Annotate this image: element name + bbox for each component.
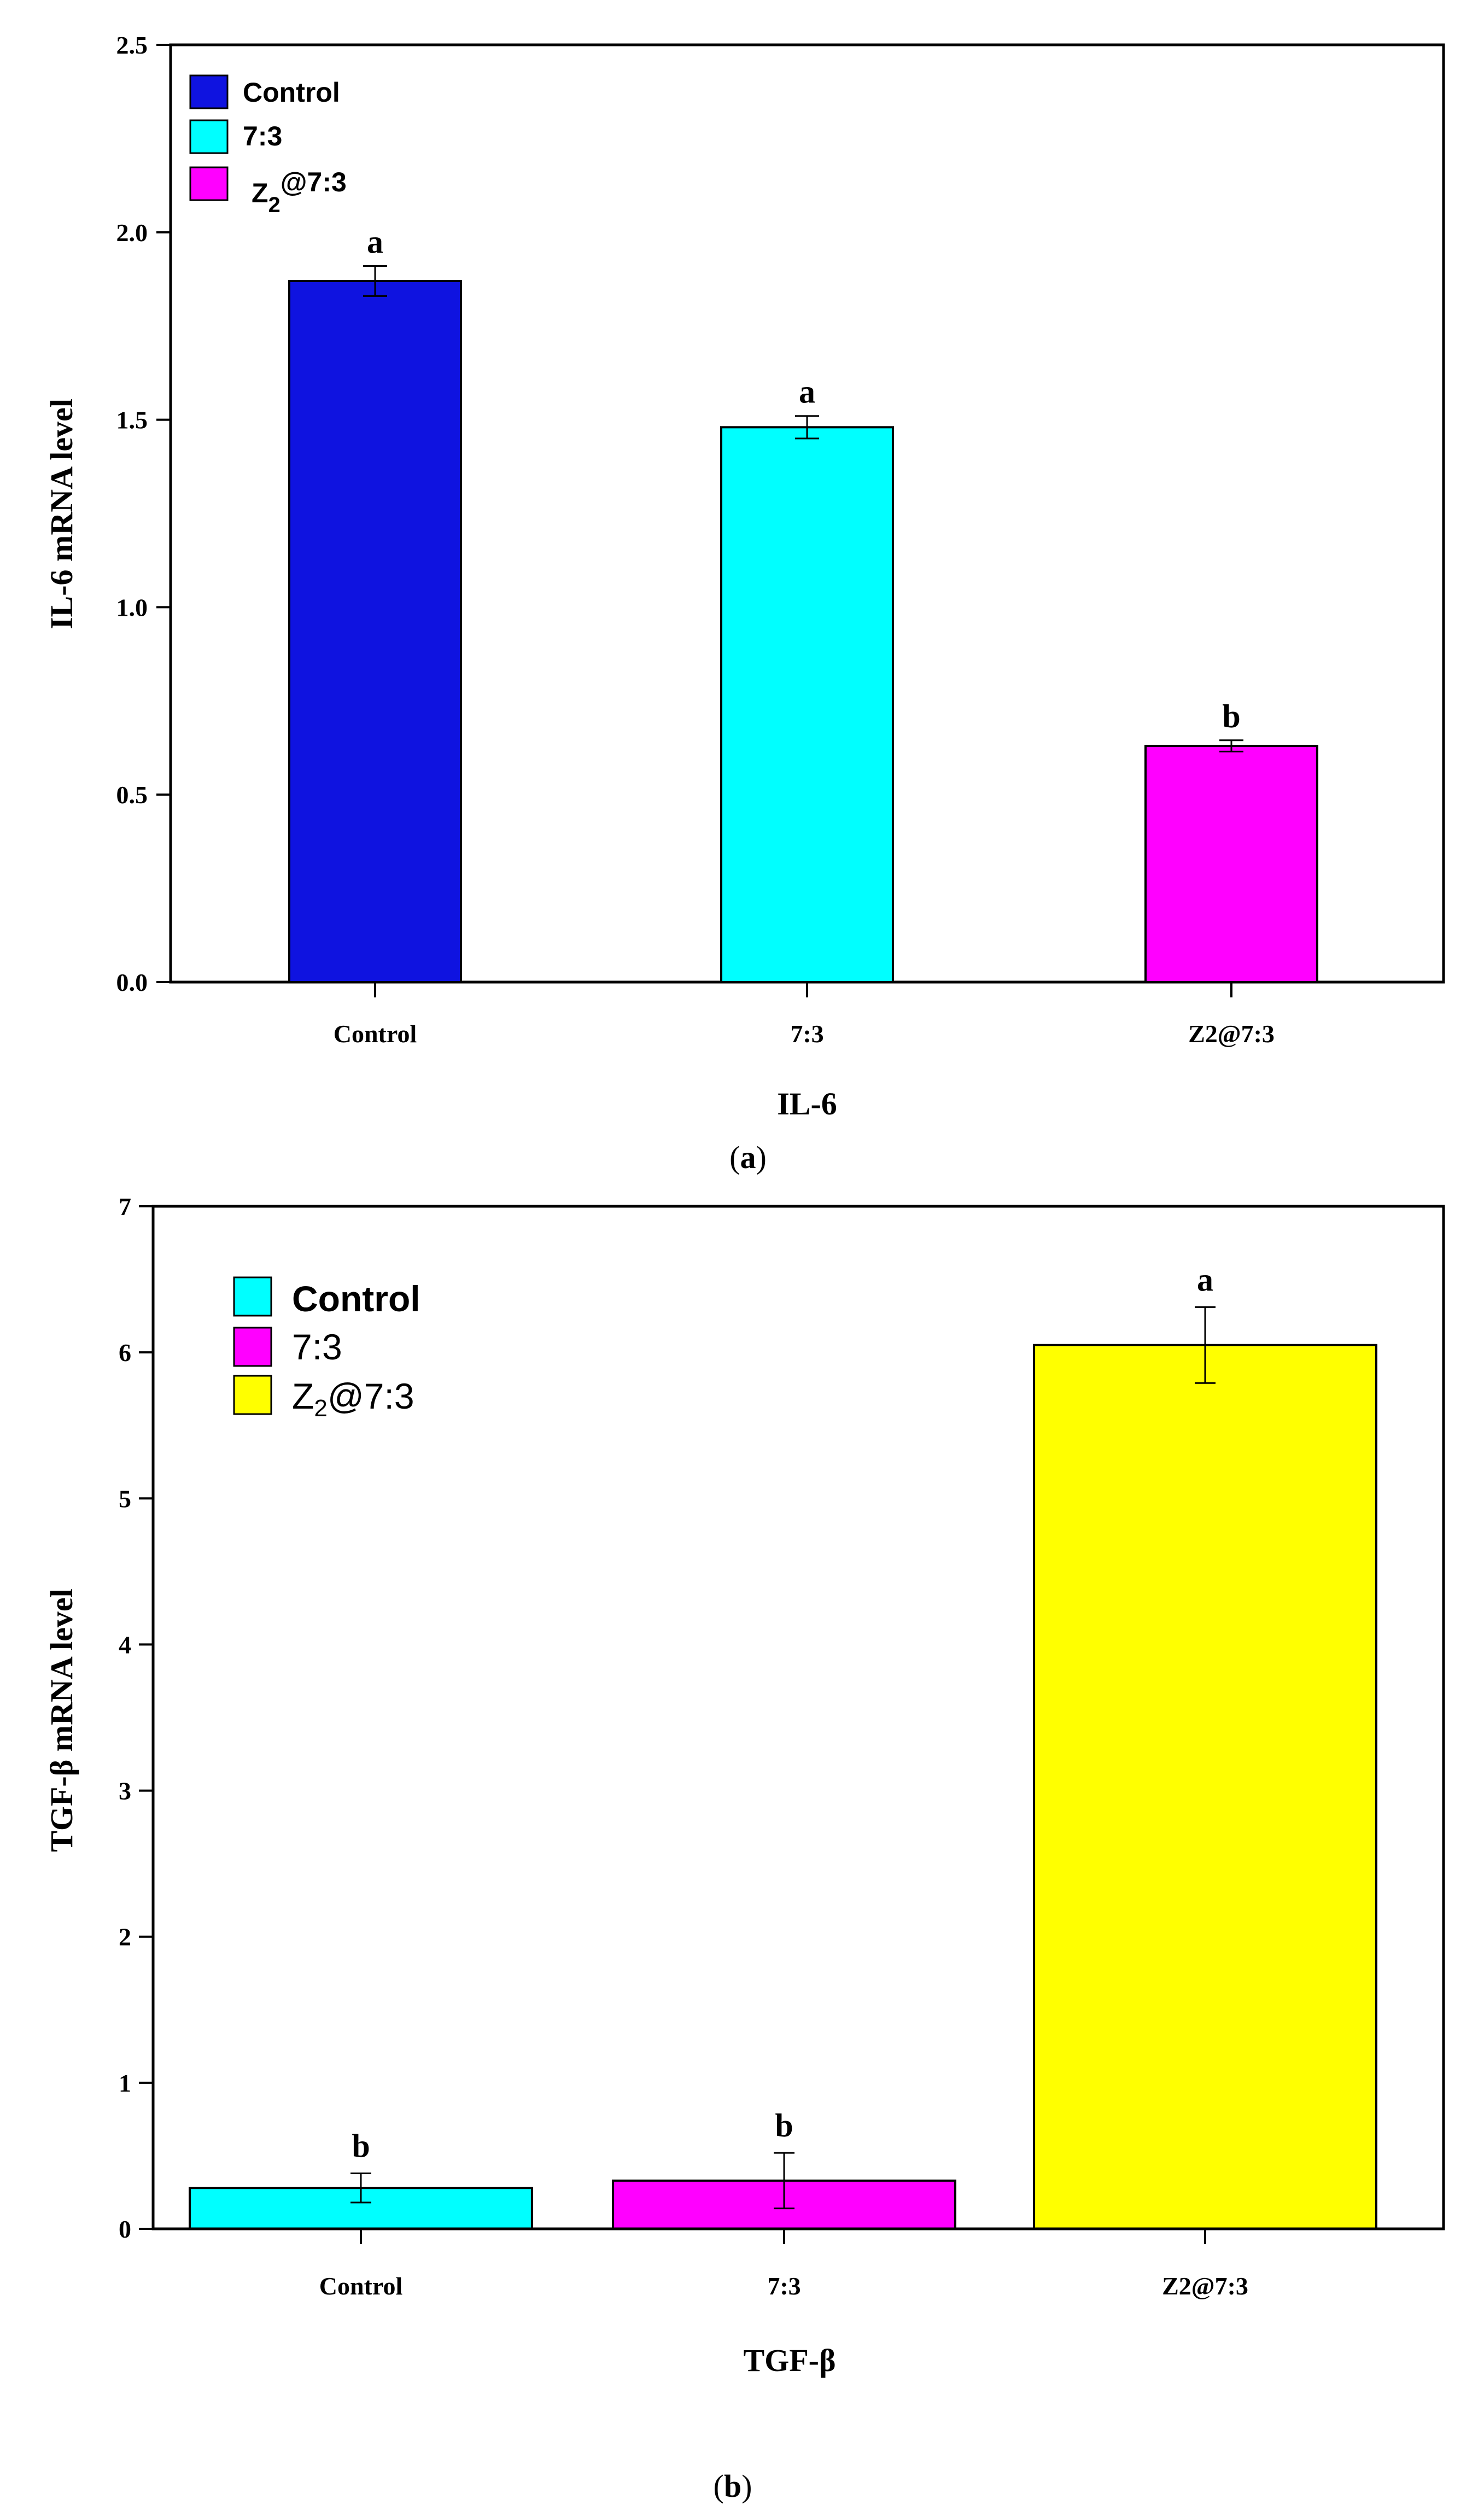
bar-2 (720, 426, 894, 983)
y-tick-label: 1.5 (116, 406, 148, 434)
y-tick-label: 0 (119, 2215, 131, 2243)
y-tick-label: 6 (119, 1339, 131, 1367)
panel-label-b: (b) (714, 2468, 752, 2504)
y-tick-label: 1 (119, 2069, 131, 2097)
y-axis-title-b: TGF-β mRNA level (44, 1589, 79, 1852)
y-ticks-b: 0 1 2 3 4 5 6 7 (119, 1193, 153, 2243)
y-tick-label: 1.0 (116, 593, 148, 621)
y-tick-label: 0.0 (116, 968, 148, 996)
legend-label-control-a: Control (243, 77, 340, 108)
significance-label-2: b (775, 2107, 793, 2144)
y-ticks-a: 0.0 0.5 1.0 1.5 2.0 2.5 (116, 31, 171, 996)
panel-label-a: (a) (729, 1140, 767, 1175)
legend-a: Control 7:3 Z2@7:3 (189, 74, 347, 217)
legend-swatch-z2-a (189, 166, 229, 201)
significance-label-2: a (799, 374, 815, 410)
y-tick-label: 5 (119, 1485, 131, 1513)
significance-label-3: a (1197, 1262, 1213, 1298)
significance-label-1: a (367, 224, 383, 260)
y-tick-label: 0.5 (116, 781, 148, 809)
legend-swatch-73-a (189, 119, 229, 154)
legend-label-z2-a: Z2@7:3 (252, 167, 347, 217)
bar-3 (1033, 1344, 1377, 2230)
significance-label-1: b (352, 2128, 370, 2164)
legend-swatch-control-a (189, 74, 229, 109)
legend-label-73-a: 7:3 (243, 121, 282, 151)
x-tick-label: Z2@7:3 (1188, 1020, 1275, 1048)
y-axis-title-a: IL-6 mRNA level (44, 399, 79, 629)
bar-1 (288, 279, 462, 983)
x-tick-label: 7:3 (767, 2272, 801, 2300)
legend-swatch-73-b (233, 1327, 272, 1367)
y-tick-label: 2 (119, 1923, 131, 1951)
y-tick-label: 3 (119, 1777, 131, 1805)
x-axis-title-b: TGF-β (743, 2343, 836, 2378)
x-tick-label: Control (319, 2272, 403, 2300)
x-tick-label: Control (334, 1020, 417, 1048)
legend-label-control-b: Control (292, 1278, 420, 1319)
legend-label-z2-b: Z2@7:3 (292, 1376, 414, 1422)
x-tick-label: 7:3 (790, 1020, 823, 1048)
legend-swatch-control-b (233, 1276, 272, 1317)
bars-b: b b a (189, 1262, 1377, 2230)
x-axis-title-a: IL-6 (777, 1086, 837, 1122)
chart-panel-b: b b a 0 1 2 3 4 5 6 7 Control 7:3 Z2@7:3 TGF-β mRNA… (44, 1193, 1445, 2504)
x-ticks-a: Control 7:3 Z2@7:3 (334, 982, 1275, 1048)
x-tick-label: Z2@7:3 (1162, 2272, 1248, 2300)
chart-panel-a: aab 0.00.51.01.52.02.5 Control 7:3 Z2@7:3 … (44, 31, 1445, 1175)
bar-3 (1144, 745, 1318, 984)
y-tick-label: 7 (119, 1193, 131, 1221)
legend-label-73-b: 7:3 (292, 1327, 342, 1367)
y-tick-label: 4 (119, 1631, 131, 1659)
bars-a: a a b (288, 224, 1318, 984)
significance-label-3: b (1222, 698, 1240, 734)
y-tick-label: 2.0 (116, 219, 148, 247)
y-tick-label: 2.5 (116, 31, 148, 59)
legend-swatch-z2-b (233, 1375, 272, 1415)
x-ticks-b: Control 7:3 Z2@7:3 (319, 2229, 1248, 2300)
legend-b: Control 7:3 Z2@7:3 (233, 1276, 420, 1422)
plot-frame-b (151, 1205, 1445, 2230)
